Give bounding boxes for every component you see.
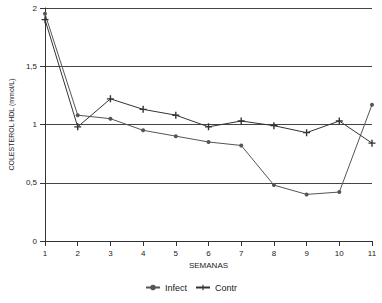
svg-text:0: 0 (33, 237, 38, 246)
svg-text:2: 2 (33, 4, 38, 13)
svg-text:7: 7 (239, 249, 244, 258)
svg-text:6: 6 (206, 249, 211, 258)
svg-text:Infect: Infect (165, 283, 188, 293)
svg-text:0,5: 0,5 (26, 178, 38, 187)
svg-text:1: 1 (33, 120, 38, 129)
svg-text:Contr: Contr (215, 283, 237, 293)
svg-text:2: 2 (75, 249, 80, 258)
svg-text:4: 4 (141, 249, 146, 258)
svg-text:5: 5 (174, 249, 179, 258)
svg-text:10: 10 (335, 249, 344, 258)
svg-text:1,5: 1,5 (26, 62, 38, 71)
svg-text:8: 8 (272, 249, 277, 258)
svg-text:9: 9 (304, 249, 309, 258)
svg-text:COLESTEROL HDL (mmol/L): COLESTEROL HDL (mmol/L) (8, 78, 16, 170)
svg-text:SEMANAS: SEMANAS (189, 261, 228, 270)
svg-text:11: 11 (368, 249, 377, 258)
svg-text:3: 3 (108, 249, 113, 258)
svg-text:1: 1 (43, 249, 48, 258)
